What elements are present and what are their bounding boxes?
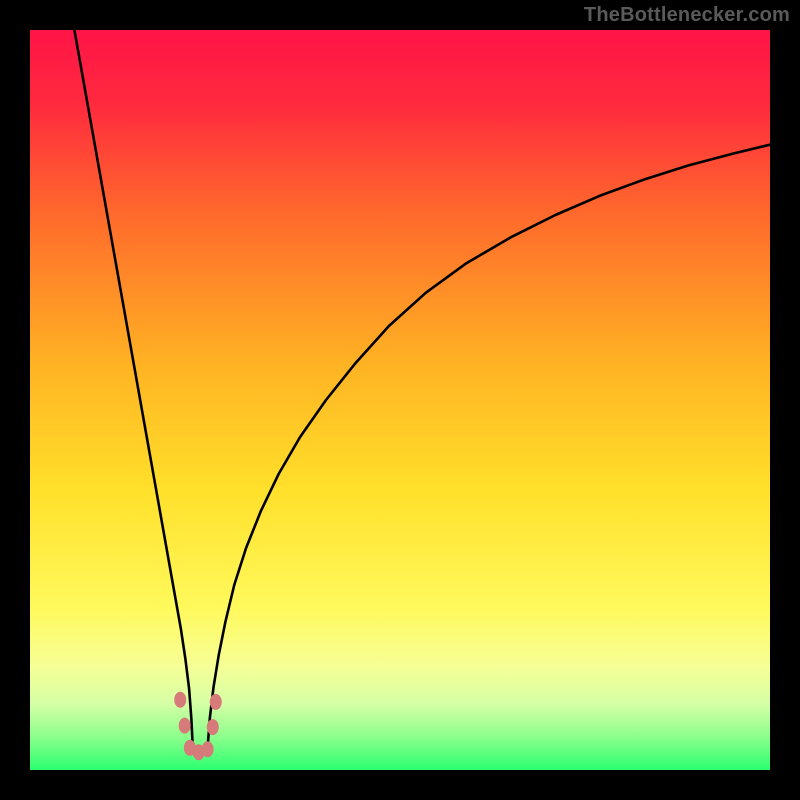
marker-point	[207, 719, 219, 735]
marker-point	[202, 741, 214, 757]
marker-point	[174, 692, 186, 708]
watermark-text: TheBottlenecker.com	[584, 4, 790, 27]
chart-plot-area	[30, 30, 770, 770]
chart-frame: TheBottlenecker.com	[0, 0, 800, 800]
marker-point	[179, 718, 191, 734]
marker-point	[210, 694, 222, 710]
chart-svg	[30, 30, 770, 770]
